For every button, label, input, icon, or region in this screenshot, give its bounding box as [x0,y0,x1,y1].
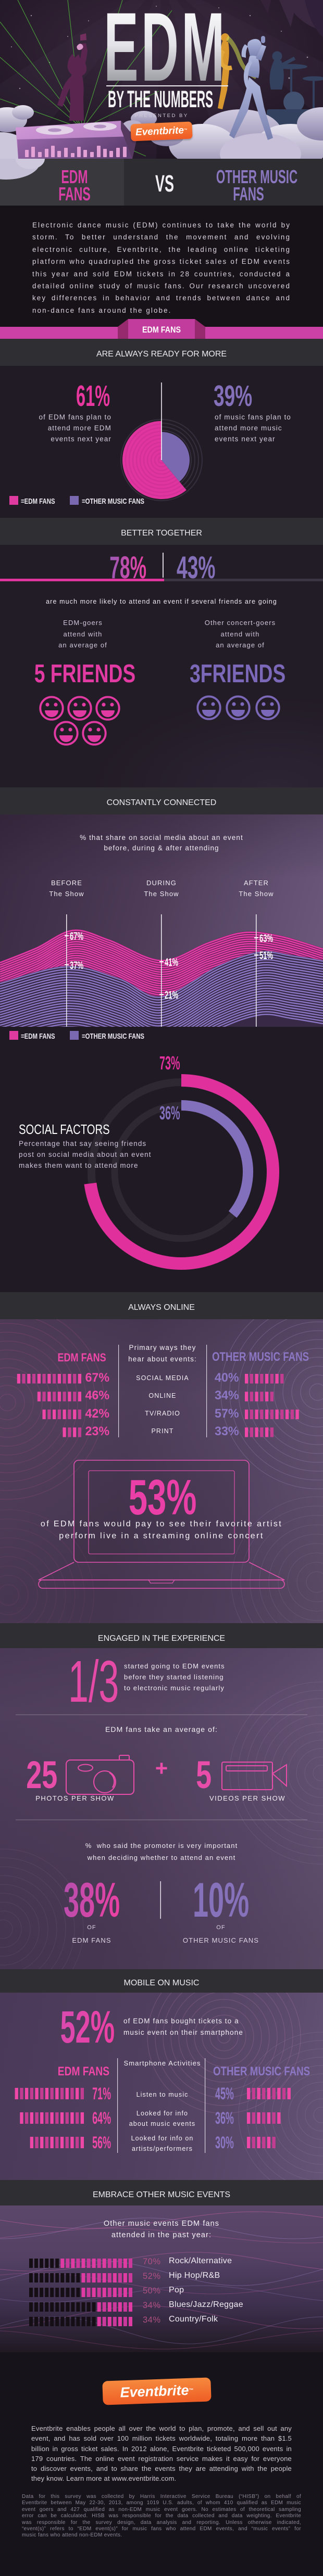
svg-text:EDM FANS: EDM FANS [142,325,181,335]
